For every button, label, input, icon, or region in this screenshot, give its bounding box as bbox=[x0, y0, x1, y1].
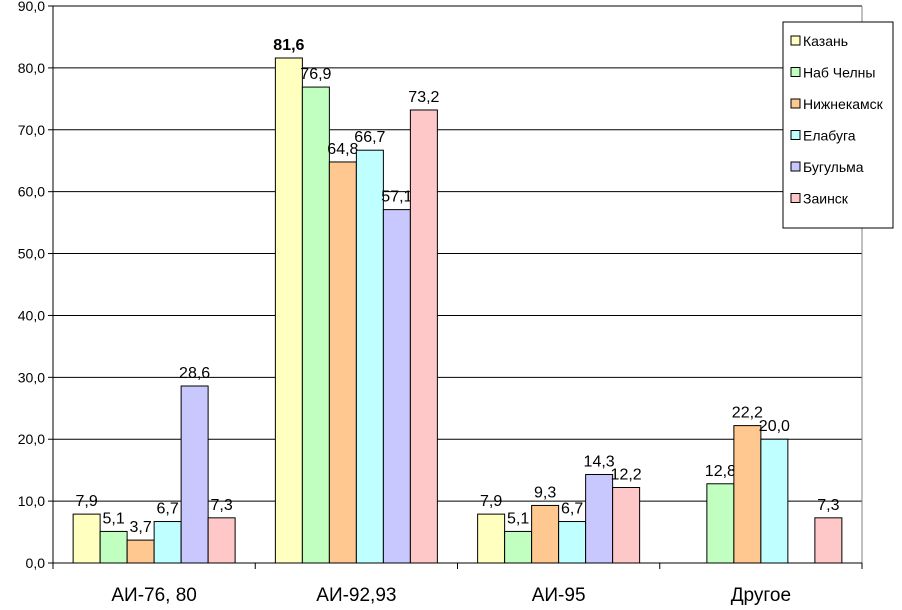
bar bbox=[477, 513, 506, 564]
bar bbox=[531, 504, 560, 564]
data-label: 57,1 bbox=[381, 189, 412, 206]
bar bbox=[409, 109, 438, 564]
x-tick-label: АИ-95 bbox=[532, 585, 586, 605]
bar bbox=[814, 517, 843, 564]
legend-swatch bbox=[790, 193, 801, 203]
y-tick-label: 10,0 bbox=[18, 493, 45, 509]
bar bbox=[301, 86, 330, 564]
data-label: 7,3 bbox=[211, 497, 233, 514]
data-label: 76,9 bbox=[300, 66, 331, 83]
y-tick-label: 30,0 bbox=[18, 369, 45, 385]
legend-label: Заинск bbox=[803, 191, 849, 207]
legend-label: Елабуга bbox=[803, 128, 856, 144]
bar bbox=[504, 530, 533, 564]
bar bbox=[153, 521, 182, 564]
bar bbox=[328, 161, 357, 564]
legend-swatch bbox=[790, 98, 801, 109]
legend-label: Нижнекамск bbox=[803, 96, 884, 112]
legend-swatch bbox=[790, 35, 801, 46]
y-tick-label: 70,0 bbox=[18, 122, 45, 138]
data-label: 5,1 bbox=[103, 510, 125, 527]
data-label: 7,9 bbox=[76, 493, 98, 510]
data-label: 20,0 bbox=[759, 418, 790, 435]
bar bbox=[760, 438, 789, 564]
bar bbox=[207, 517, 236, 564]
bar bbox=[706, 483, 735, 564]
x-tick-label: Другое bbox=[731, 585, 791, 605]
y-tick-label: 60,0 bbox=[18, 184, 45, 200]
legend-swatch bbox=[790, 130, 801, 140]
bar bbox=[126, 539, 155, 564]
data-label: 12,8 bbox=[705, 463, 736, 480]
bar bbox=[180, 385, 209, 564]
data-label: 12,2 bbox=[611, 466, 642, 483]
y-tick-label: 20,0 bbox=[18, 431, 45, 447]
legend-swatch bbox=[790, 161, 801, 172]
data-label: 22,2 bbox=[732, 405, 763, 422]
data-label: 6,7 bbox=[157, 501, 179, 518]
y-tick-label: 90,0 bbox=[18, 0, 45, 14]
data-label: 28,6 bbox=[179, 365, 210, 382]
data-label: 14,3 bbox=[584, 453, 615, 470]
data-label: 5,1 bbox=[507, 510, 529, 527]
bar bbox=[733, 425, 762, 564]
y-tick-label: 0,0 bbox=[26, 555, 46, 571]
y-tick-label: 80,0 bbox=[18, 60, 45, 76]
legend-label: Бугульма bbox=[803, 159, 864, 175]
data-label: 7,3 bbox=[817, 497, 839, 514]
bar bbox=[72, 513, 101, 564]
bar bbox=[558, 521, 587, 564]
data-label: 7,9 bbox=[480, 493, 502, 510]
bar bbox=[382, 209, 411, 564]
legend bbox=[782, 21, 894, 229]
bar bbox=[585, 473, 614, 564]
data-label: 81,6 bbox=[273, 37, 304, 54]
data-label: 64,8 bbox=[327, 141, 358, 158]
data-label: 9,3 bbox=[534, 484, 556, 501]
legend-label: Казань bbox=[803, 33, 848, 49]
bar bbox=[355, 149, 384, 564]
legend-label: Наб Челны bbox=[803, 65, 875, 81]
data-label: 3,7 bbox=[130, 519, 152, 536]
x-tick-label: АИ-76, 80 bbox=[111, 585, 196, 605]
data-label: 73,2 bbox=[408, 89, 439, 106]
bar bbox=[99, 530, 128, 564]
bar bbox=[274, 57, 303, 564]
y-tick-label: 40,0 bbox=[18, 307, 45, 323]
y-tick-label: 50,0 bbox=[18, 246, 45, 262]
x-tick-label: АИ-92,93 bbox=[316, 585, 396, 605]
data-label: 6,7 bbox=[561, 501, 583, 518]
data-label: 66,7 bbox=[354, 129, 385, 146]
legend-swatch bbox=[790, 67, 801, 77]
bar bbox=[612, 486, 641, 564]
